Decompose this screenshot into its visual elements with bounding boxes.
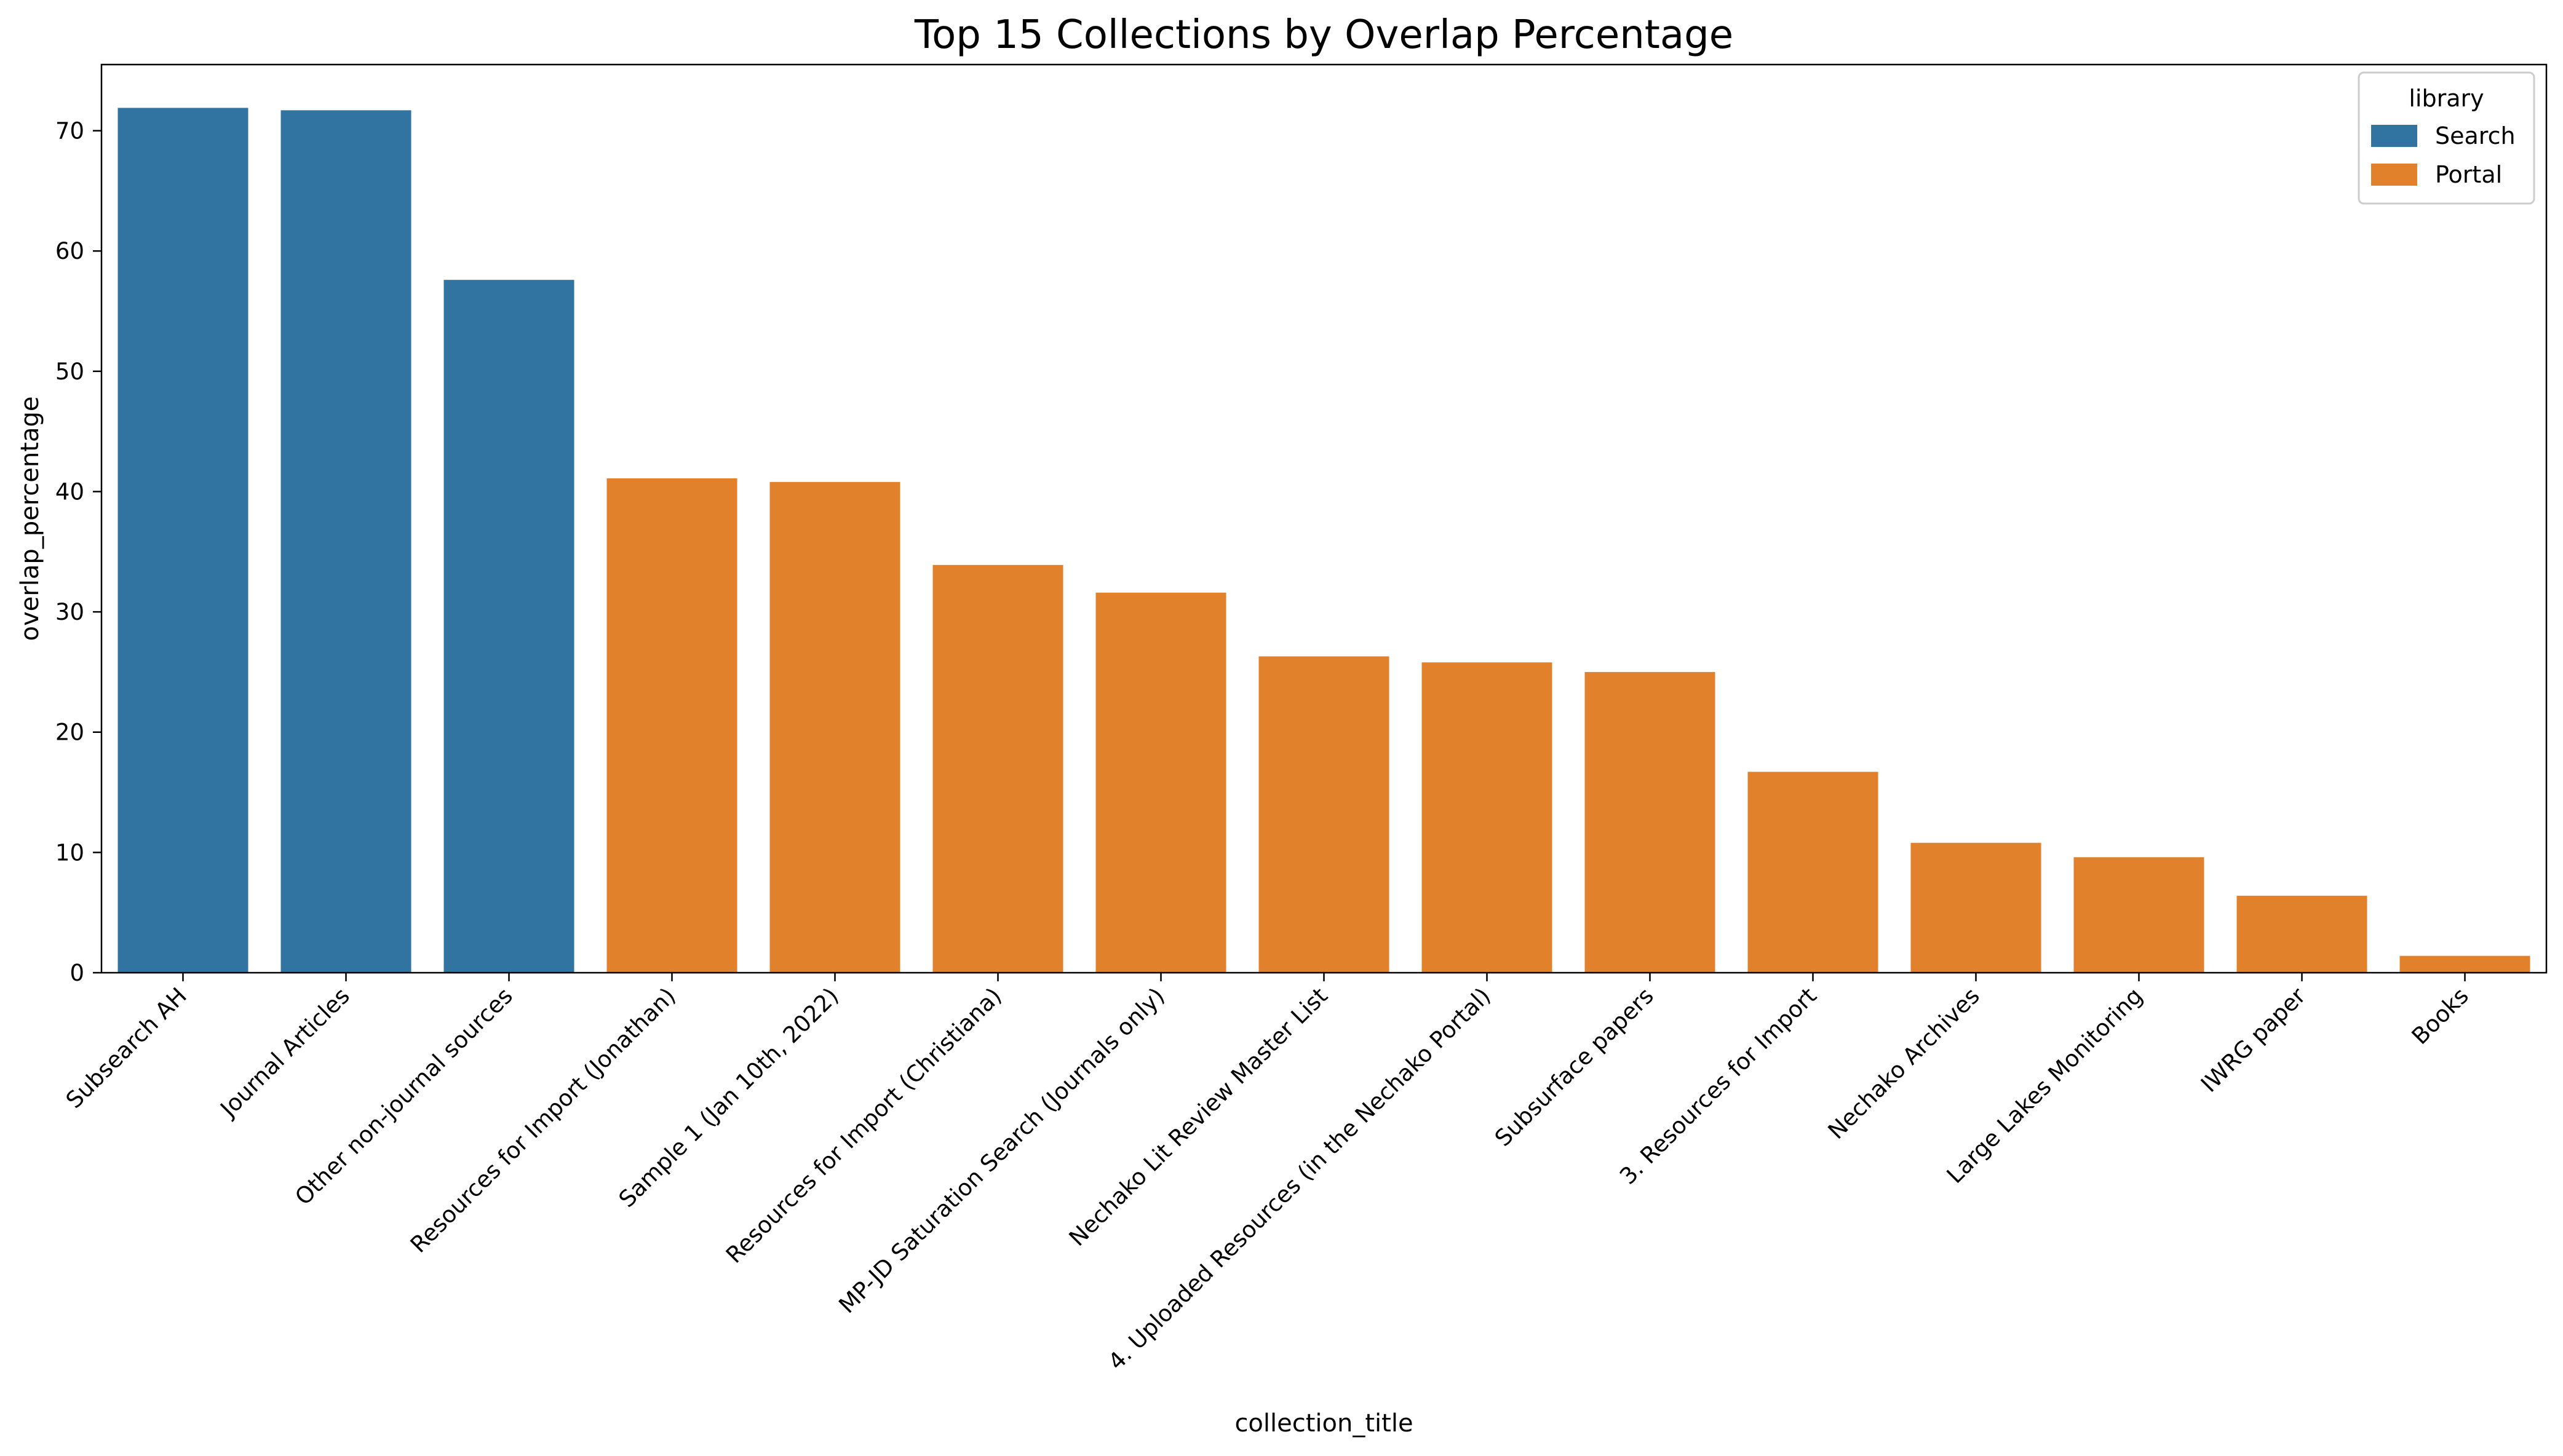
- bar-6: [932, 564, 1063, 973]
- bar-2: [280, 110, 411, 973]
- legend-label-search: Search: [2435, 122, 2516, 149]
- bar-11: [1747, 772, 1878, 973]
- x-tick-label: MP-JD Saturation Search (Journals only): [834, 983, 1170, 1318]
- y-tick-label: 20: [55, 719, 84, 746]
- x-tick-label: Large Lakes Monitoring: [1942, 983, 2148, 1189]
- bar-4: [606, 478, 737, 973]
- bar-13: [2073, 857, 2204, 973]
- x-tick-label: Nechako Lit Review Master List: [1064, 983, 1333, 1251]
- bar-15: [2399, 956, 2530, 973]
- y-tick-label: 40: [55, 478, 84, 505]
- y-tick-label: 30: [55, 599, 84, 625]
- legend: library Search Portal: [2358, 71, 2535, 205]
- bar-8: [1258, 656, 1389, 973]
- y-tick-label: 60: [55, 238, 84, 264]
- x-tick-label: Nechako Archives: [1823, 983, 1985, 1144]
- x-tick-label: Journal Articles: [215, 983, 355, 1123]
- bar-12: [1910, 842, 2041, 973]
- bar-3: [443, 280, 574, 973]
- legend-label-portal: Portal: [2435, 161, 2502, 188]
- bar-7: [1095, 592, 1226, 973]
- legend-title: library: [2409, 85, 2484, 112]
- y-tick-label: 50: [55, 358, 84, 385]
- chart-title: Top 15 Collections by Overlap Percentage: [914, 12, 1733, 58]
- legend-swatch-portal: [2371, 164, 2417, 186]
- x-tick-label: Resources for Import (Christiana): [721, 983, 1007, 1268]
- bar-14: [2236, 895, 2367, 973]
- x-tick-label: Books: [2407, 983, 2474, 1050]
- bar-5: [769, 481, 900, 973]
- y-tick-label: 0: [70, 960, 84, 986]
- bars-layer: [117, 108, 2530, 973]
- y-axis-label: overlap_percentage: [16, 397, 44, 641]
- x-axis-label: collection_title: [1234, 1409, 1413, 1438]
- y-tick-label: 10: [55, 839, 84, 866]
- x-tick-label: Subsurface papers: [1490, 983, 1659, 1152]
- legend-swatch-search: [2371, 125, 2417, 147]
- legend-entries: Search Portal: [2371, 122, 2516, 188]
- bar-10: [1584, 671, 1715, 973]
- y-tick-label: 70: [55, 118, 84, 144]
- x-tick-label: Resources for Import (Jonathan): [405, 983, 681, 1258]
- bar-9: [1421, 662, 1552, 973]
- x-tick-label: 4. Uploaded Resources (in the Nechako Po…: [1103, 983, 1496, 1375]
- bar-1: [117, 108, 248, 973]
- x-tick-label: Subsearch AH: [61, 983, 192, 1114]
- x-tick-label: IWRG paper: [2196, 982, 2311, 1097]
